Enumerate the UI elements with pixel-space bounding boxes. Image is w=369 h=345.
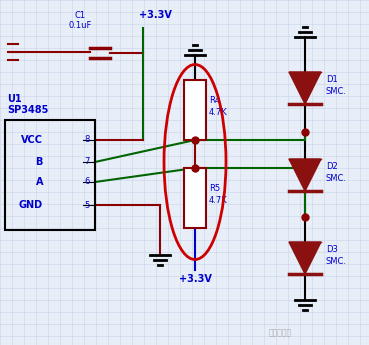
- Text: B: B: [36, 157, 43, 167]
- Text: 6: 6: [85, 177, 90, 187]
- Text: R5: R5: [209, 184, 220, 193]
- Text: D2: D2: [326, 162, 338, 171]
- Text: 7: 7: [85, 158, 90, 167]
- Bar: [184, 80, 206, 140]
- Text: SMC.: SMC.: [326, 87, 347, 96]
- Text: 5: 5: [85, 200, 90, 209]
- Text: A: A: [35, 177, 43, 187]
- Bar: [184, 168, 206, 228]
- Text: U1: U1: [7, 94, 22, 104]
- Text: 4.7K: 4.7K: [209, 108, 228, 117]
- Text: 0.1uF: 0.1uF: [68, 21, 92, 30]
- Text: R4: R4: [209, 96, 220, 105]
- Bar: [5, 120, 95, 230]
- Text: C1: C1: [75, 11, 86, 20]
- Text: VCC: VCC: [21, 135, 43, 145]
- Polygon shape: [289, 159, 321, 191]
- Polygon shape: [289, 72, 321, 104]
- Text: D1: D1: [326, 75, 338, 84]
- Text: SMC.: SMC.: [326, 174, 347, 183]
- Text: 4.7K: 4.7K: [209, 196, 228, 205]
- Text: +3.3V: +3.3V: [179, 274, 211, 284]
- Text: 8: 8: [85, 136, 90, 145]
- Text: 科技老顽童: 科技老顽童: [268, 328, 292, 337]
- Text: +3.3V: +3.3V: [139, 10, 172, 20]
- Text: GND: GND: [19, 200, 43, 210]
- Text: SMC.: SMC.: [326, 257, 347, 266]
- Polygon shape: [289, 242, 321, 274]
- Text: D3: D3: [326, 245, 338, 254]
- Text: SP3485: SP3485: [7, 105, 48, 115]
